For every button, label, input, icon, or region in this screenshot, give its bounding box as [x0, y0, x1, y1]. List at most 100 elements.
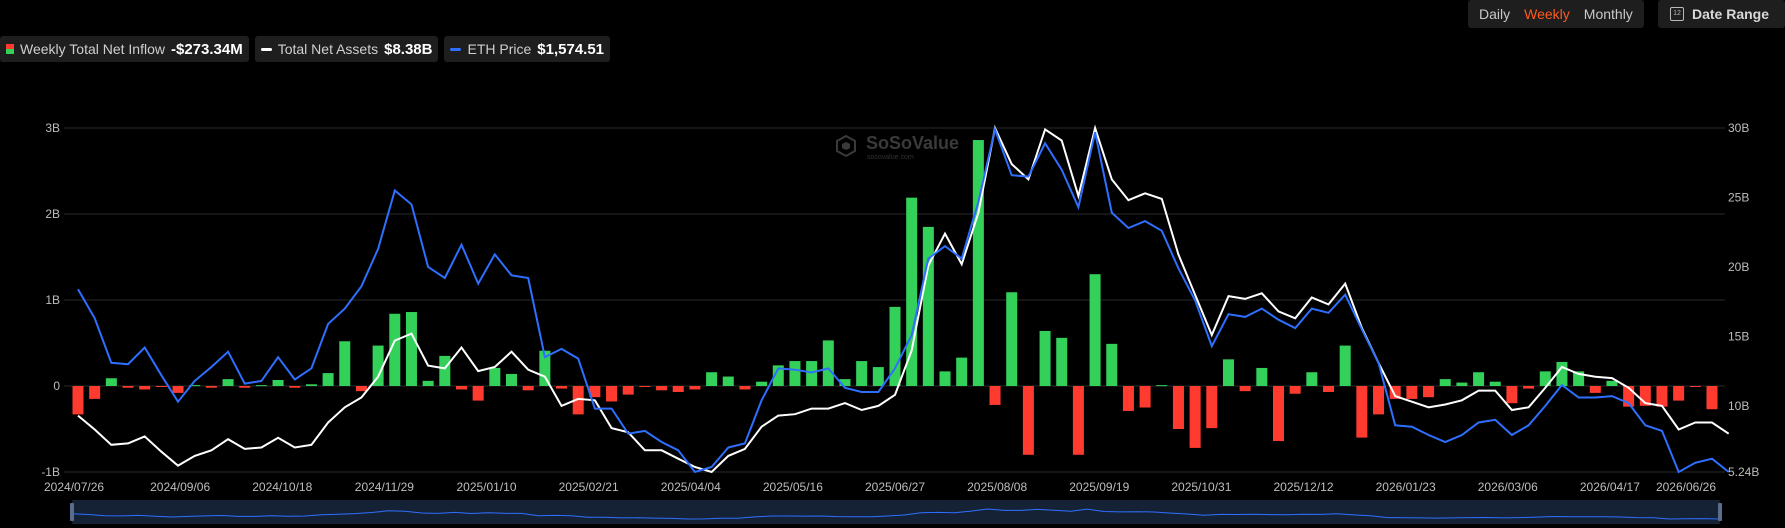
x-tick-label: 2026/03/06 [1478, 480, 1538, 494]
inflow-bar [906, 197, 918, 386]
inflow-bar [989, 386, 1001, 405]
inflow-bar [472, 386, 484, 401]
y-left-tick-label: 3B [45, 121, 60, 135]
inflow-bar [622, 386, 634, 395]
inflow-bar [972, 140, 984, 386]
inflow-bar [189, 385, 201, 387]
inflow-bar [1406, 386, 1418, 399]
inflow-bar [1589, 386, 1601, 393]
inflow-bar [672, 386, 684, 393]
inflow-bar [1089, 274, 1101, 386]
inflow-bar [272, 379, 284, 386]
navigator-left-handle[interactable] [70, 503, 74, 521]
inflow-bar [172, 386, 184, 393]
inflow-bar [222, 379, 234, 386]
inflow-bar [1156, 385, 1168, 387]
inflow-bar [1189, 386, 1201, 448]
navigator-track[interactable] [72, 500, 1720, 524]
legend-inflow-label: Weekly Total Net Inflow [20, 41, 165, 57]
y-right-tick-label: 25B [1728, 190, 1749, 204]
inflow-bar [1106, 343, 1118, 386]
inflow-bar [389, 313, 401, 386]
inflow-bar [922, 226, 934, 386]
legend-price-value: $1,574.51 [537, 40, 605, 58]
inflow-bar [322, 373, 334, 386]
inflow-bar [956, 357, 968, 386]
inflow-bar [939, 371, 951, 386]
eth-price-line [77, 125, 1730, 474]
legend-inflow-value: -$273.34M [171, 40, 243, 58]
x-tick-label: 2024/10/18 [252, 480, 312, 494]
inflow-bar [839, 379, 851, 386]
calendar-icon: 12 [1670, 7, 1684, 21]
x-tick-label: 2024/11/29 [355, 480, 414, 494]
period-weekly-button[interactable]: Weekly [1524, 6, 1570, 22]
x-tick-label: 2025/04/04 [661, 480, 721, 494]
range-navigator[interactable] [70, 500, 1722, 524]
legend-assets[interactable]: Total Net Assets $8.38B [254, 36, 439, 62]
inflow-bar [689, 386, 701, 390]
legend-inflow[interactable]: Weekly Total Net Inflow -$273.34M [0, 36, 249, 62]
legend-price[interactable]: ETH Price $1,574.51 [444, 36, 611, 62]
inflow-bar [1639, 386, 1651, 406]
inflow-bar [872, 367, 884, 386]
inflow-bar [1356, 386, 1368, 438]
x-tick-label: 2025/06/27 [865, 480, 925, 494]
inflow-bar [1206, 386, 1218, 429]
inflow-bar [1473, 372, 1485, 386]
y-left-tick-label: -1B [41, 465, 60, 479]
inflow-bar [1506, 386, 1518, 404]
inflow-bar [1172, 386, 1184, 429]
y-left-tick-label: 1B [45, 293, 60, 307]
inflow-bar [1239, 386, 1251, 392]
inflow-bar [1122, 386, 1134, 411]
inflow-bar [856, 361, 868, 386]
inflow-bar [1489, 381, 1501, 386]
inflow-bar [139, 386, 151, 390]
watermark: SoSoValue sosovalue.com [836, 133, 959, 161]
x-tick-label: 2025/08/08 [967, 480, 1027, 494]
inflow-bar [506, 373, 518, 386]
inflow-bar [1706, 386, 1718, 410]
inflow-bar [1306, 372, 1318, 386]
y-right-tick-label: 5.24B [1728, 465, 1759, 479]
inflow-bar [606, 386, 618, 402]
inflow-bar [806, 361, 818, 386]
navigator-right-handle[interactable] [1718, 503, 1722, 521]
inflow-bar [1389, 386, 1401, 399]
inflow-bar [1689, 386, 1701, 387]
top-bar: Daily Weekly Monthly 12 Date Range Weekl… [0, 0, 1785, 62]
inflow-bar [239, 386, 251, 388]
price-swatch-icon [450, 47, 462, 51]
inflow-bar [589, 386, 601, 398]
inflow-bar [1573, 371, 1585, 386]
inflow-bar [706, 372, 718, 386]
inflow-bar [722, 376, 734, 386]
inflow-bar [1056, 337, 1068, 386]
inflow-bar [822, 340, 834, 386]
date-range-button[interactable]: 12 Date Range [1658, 0, 1785, 28]
inflow-bar [455, 386, 467, 390]
inflow-bar [1323, 386, 1335, 393]
inflow-bar [489, 367, 501, 386]
y-left-tick-label: 0 [53, 379, 60, 393]
watermark-name: SoSoValue [866, 133, 959, 153]
period-monthly-button[interactable]: Monthly [1583, 6, 1633, 22]
inflow-bar [1072, 386, 1084, 455]
y-right-tick-label: 15B [1728, 329, 1749, 343]
y-left-tick-label: 2B [45, 207, 60, 221]
inflow-bar [656, 386, 668, 391]
period-daily-button[interactable]: Daily [1479, 6, 1511, 22]
inflow-bar [1439, 379, 1451, 386]
inflow-bar [205, 386, 217, 388]
inflow-bar [1039, 330, 1051, 386]
legend-price-label: ETH Price [467, 41, 532, 57]
x-tick-label: 2026/04/17 [1580, 480, 1640, 494]
inflow-bar [1006, 292, 1018, 386]
legend-assets-label: Total Net Assets [277, 41, 379, 57]
inflow-bar [155, 386, 167, 387]
inflow-bar [639, 386, 651, 387]
inflow-bar [1623, 386, 1635, 407]
inflow-bar [255, 385, 267, 387]
